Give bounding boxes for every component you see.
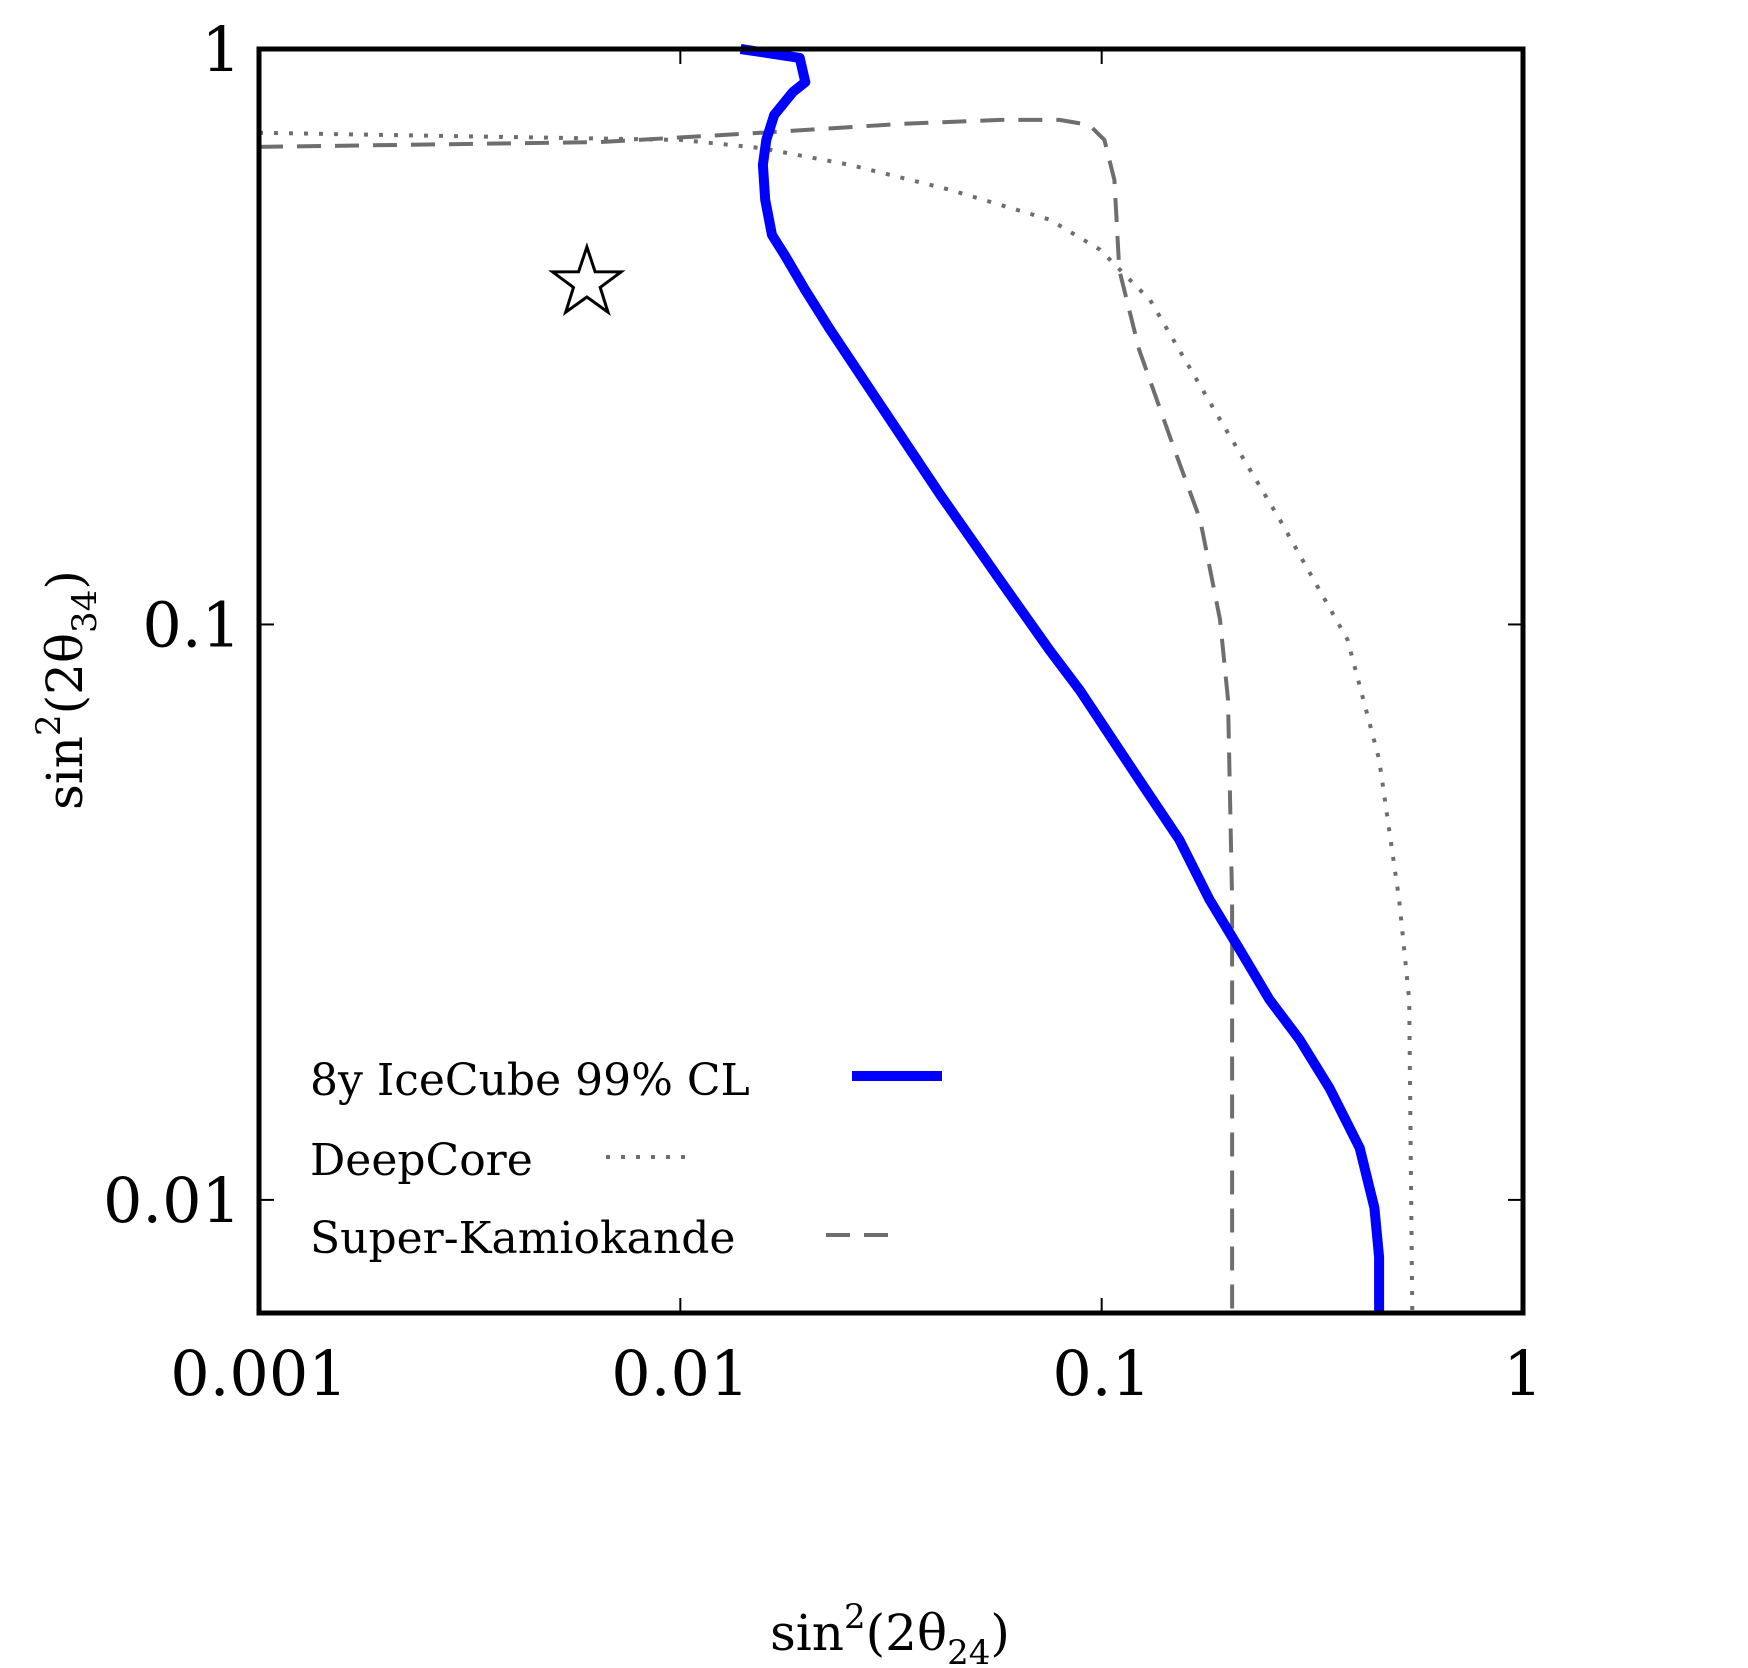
marker-layer	[548, 242, 626, 317]
x-label-open: (2θ	[866, 1604, 947, 1662]
y-label-close: )	[36, 570, 94, 590]
legend: 8y IceCube 99% CL DeepCore Super-Kamioka…	[310, 1055, 942, 1264]
y-tick-label: 0.1	[142, 588, 241, 661]
star-marker-best-fit-point	[548, 242, 626, 317]
y-label-base: sin	[36, 736, 94, 810]
plot-frame	[256, 46, 1526, 1316]
curve-8y-icecube-99-cl	[739, 44, 1385, 1313]
curve-super-kamiokande	[258, 117, 1235, 1313]
y-axis-label: sin2(2θ34)	[29, 570, 105, 810]
x-label-sup: 2	[844, 1597, 866, 1637]
x-tick-label: 0.1	[1052, 1337, 1151, 1410]
plot-curves	[258, 44, 1415, 1314]
x-axis-label: sin2(2θ24)	[770, 1597, 1010, 1668]
legend-label-superk: Super-Kamiokande	[310, 1213, 735, 1264]
y-label-sub: 34	[65, 590, 105, 633]
legend-label-deepcore: DeepCore	[310, 1135, 533, 1186]
y-tick-label: 0.01	[103, 1164, 241, 1237]
axis-ticks	[259, 49, 1523, 1313]
x-label-base: sin	[770, 1604, 844, 1662]
legend-label-icecube: 8y IceCube 99% CL	[310, 1055, 750, 1106]
x-tick-label: 0.001	[170, 1337, 348, 1410]
x-tick-label: 1	[1503, 1337, 1542, 1410]
y-label-sup: 2	[29, 714, 69, 736]
x-tick-label: 0.01	[611, 1337, 749, 1410]
y-tick-label: 1	[202, 13, 241, 86]
y-label-open: (2θ	[36, 633, 94, 714]
x-label-sub: 24	[947, 1633, 990, 1668]
tick-labels: 0.001 0.01 0.1 1 0.01 0.1 1	[103, 13, 1543, 1410]
x-label-close: )	[990, 1604, 1010, 1662]
